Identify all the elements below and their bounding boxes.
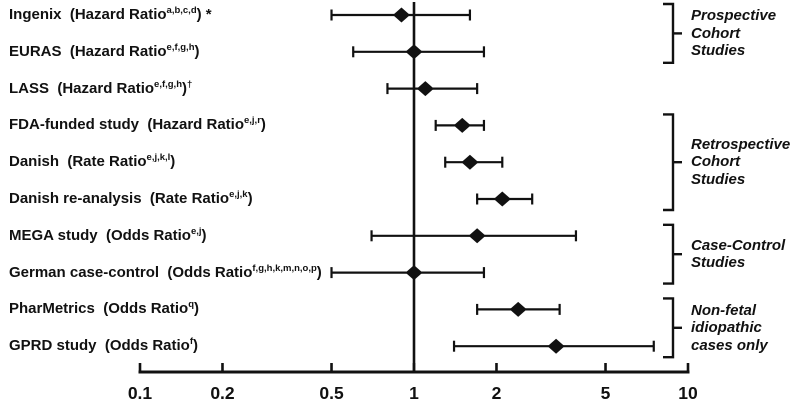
x-axis-tick-label: 0.5 xyxy=(319,383,344,403)
point-estimate-diamond xyxy=(461,154,479,170)
study-footnote-superscript: e,j,k,l xyxy=(146,152,171,164)
study-label: FDA-funded study (Hazard Ratioe,j,r) xyxy=(9,115,266,134)
group-label: Prospective Cohort Studies xyxy=(691,7,777,60)
group-bracket xyxy=(663,297,675,359)
study-footnote-superscript: e,f,g,h xyxy=(154,78,183,90)
group-label: Retrospective Cohort Studies xyxy=(691,135,791,188)
study-footnote-superscript: e,j,r xyxy=(244,115,261,127)
study-label: German case-control (Odds Ratiof,g,h,k,m… xyxy=(9,262,322,281)
study-label: MEGA study (Odds Ratioe,j) xyxy=(9,225,207,244)
x-axis-tick-label: 0.2 xyxy=(210,383,235,403)
point-estimate-diamond xyxy=(468,228,486,244)
x-axis-tick-label: 2 xyxy=(492,383,502,403)
study-footnote-superscript: f xyxy=(189,336,194,348)
group-bracket xyxy=(663,2,675,64)
point-estimate-diamond xyxy=(392,7,410,23)
study-name: GPRD study (Odds Ratio xyxy=(9,337,190,355)
study-label: Ingenix (Hazard Ratioa,b,c,d) * xyxy=(9,5,212,23)
study-name: FDA-funded study (Hazard Ratio xyxy=(9,116,244,134)
study-name: German case-control (Odds Ratio xyxy=(9,263,253,281)
point-estimate-diamond xyxy=(493,191,511,207)
study-name: EURAS (Hazard Ratio xyxy=(9,42,167,60)
x-axis-tick-label: 5 xyxy=(601,383,611,403)
study-name: LASS (Hazard Ratio xyxy=(9,79,155,97)
study-name: MEGA study (Odds Ratio xyxy=(9,226,191,244)
study-label: LASS (Hazard Ratioe,f,g,h)† xyxy=(9,78,193,97)
point-estimate-diamond xyxy=(405,265,423,281)
study-name: Ingenix (Hazard Ratio xyxy=(9,6,167,23)
point-estimate-diamond xyxy=(509,301,527,317)
study-label: PharMetrics (Odds Ratioq) xyxy=(9,299,200,318)
study-footnote-superscript: f,g,h,k,m,n,o,p xyxy=(252,262,317,274)
group-bracket xyxy=(663,113,675,212)
group-label: Non-fetal idiopathic cases only xyxy=(691,301,768,354)
study-label: GPRD study (Odds Ratiof) xyxy=(9,336,199,355)
study-footnote-superscript: e,j,k xyxy=(229,189,248,200)
group-bracket xyxy=(663,223,675,285)
study-mark-superscript: † xyxy=(187,78,193,90)
study-name: Danish re-analysis (Rate Ratio xyxy=(9,190,230,207)
x-axis-tick-label: 1 xyxy=(409,383,419,403)
x-axis-tick-label: 10 xyxy=(678,383,698,403)
study-name: PharMetrics (Odds Ratio xyxy=(9,300,189,318)
study-footnote-superscript: q xyxy=(188,299,195,311)
study-label: EURAS (Hazard Ratioe,f,g,h) xyxy=(9,41,200,60)
group-label: Case-Control Studies xyxy=(691,236,786,272)
point-estimate-diamond xyxy=(416,81,434,97)
study-label: Danish re-analysis (Rate Ratioe,j,k) xyxy=(9,189,253,207)
study-footnote-superscript: a,b,c,d xyxy=(166,5,197,16)
study-label: Danish (Rate Ratioe,j,k,l) xyxy=(9,152,176,171)
point-estimate-diamond xyxy=(453,117,471,133)
study-name: Danish (Rate Ratio xyxy=(9,153,147,171)
point-estimate-diamond xyxy=(547,338,565,354)
study-footnote-superscript: e,f,g,h xyxy=(166,41,195,53)
point-estimate-diamond xyxy=(405,44,423,60)
study-footnote-superscript: e,j xyxy=(190,225,202,237)
x-axis-tick-label: 0.1 xyxy=(128,383,153,403)
